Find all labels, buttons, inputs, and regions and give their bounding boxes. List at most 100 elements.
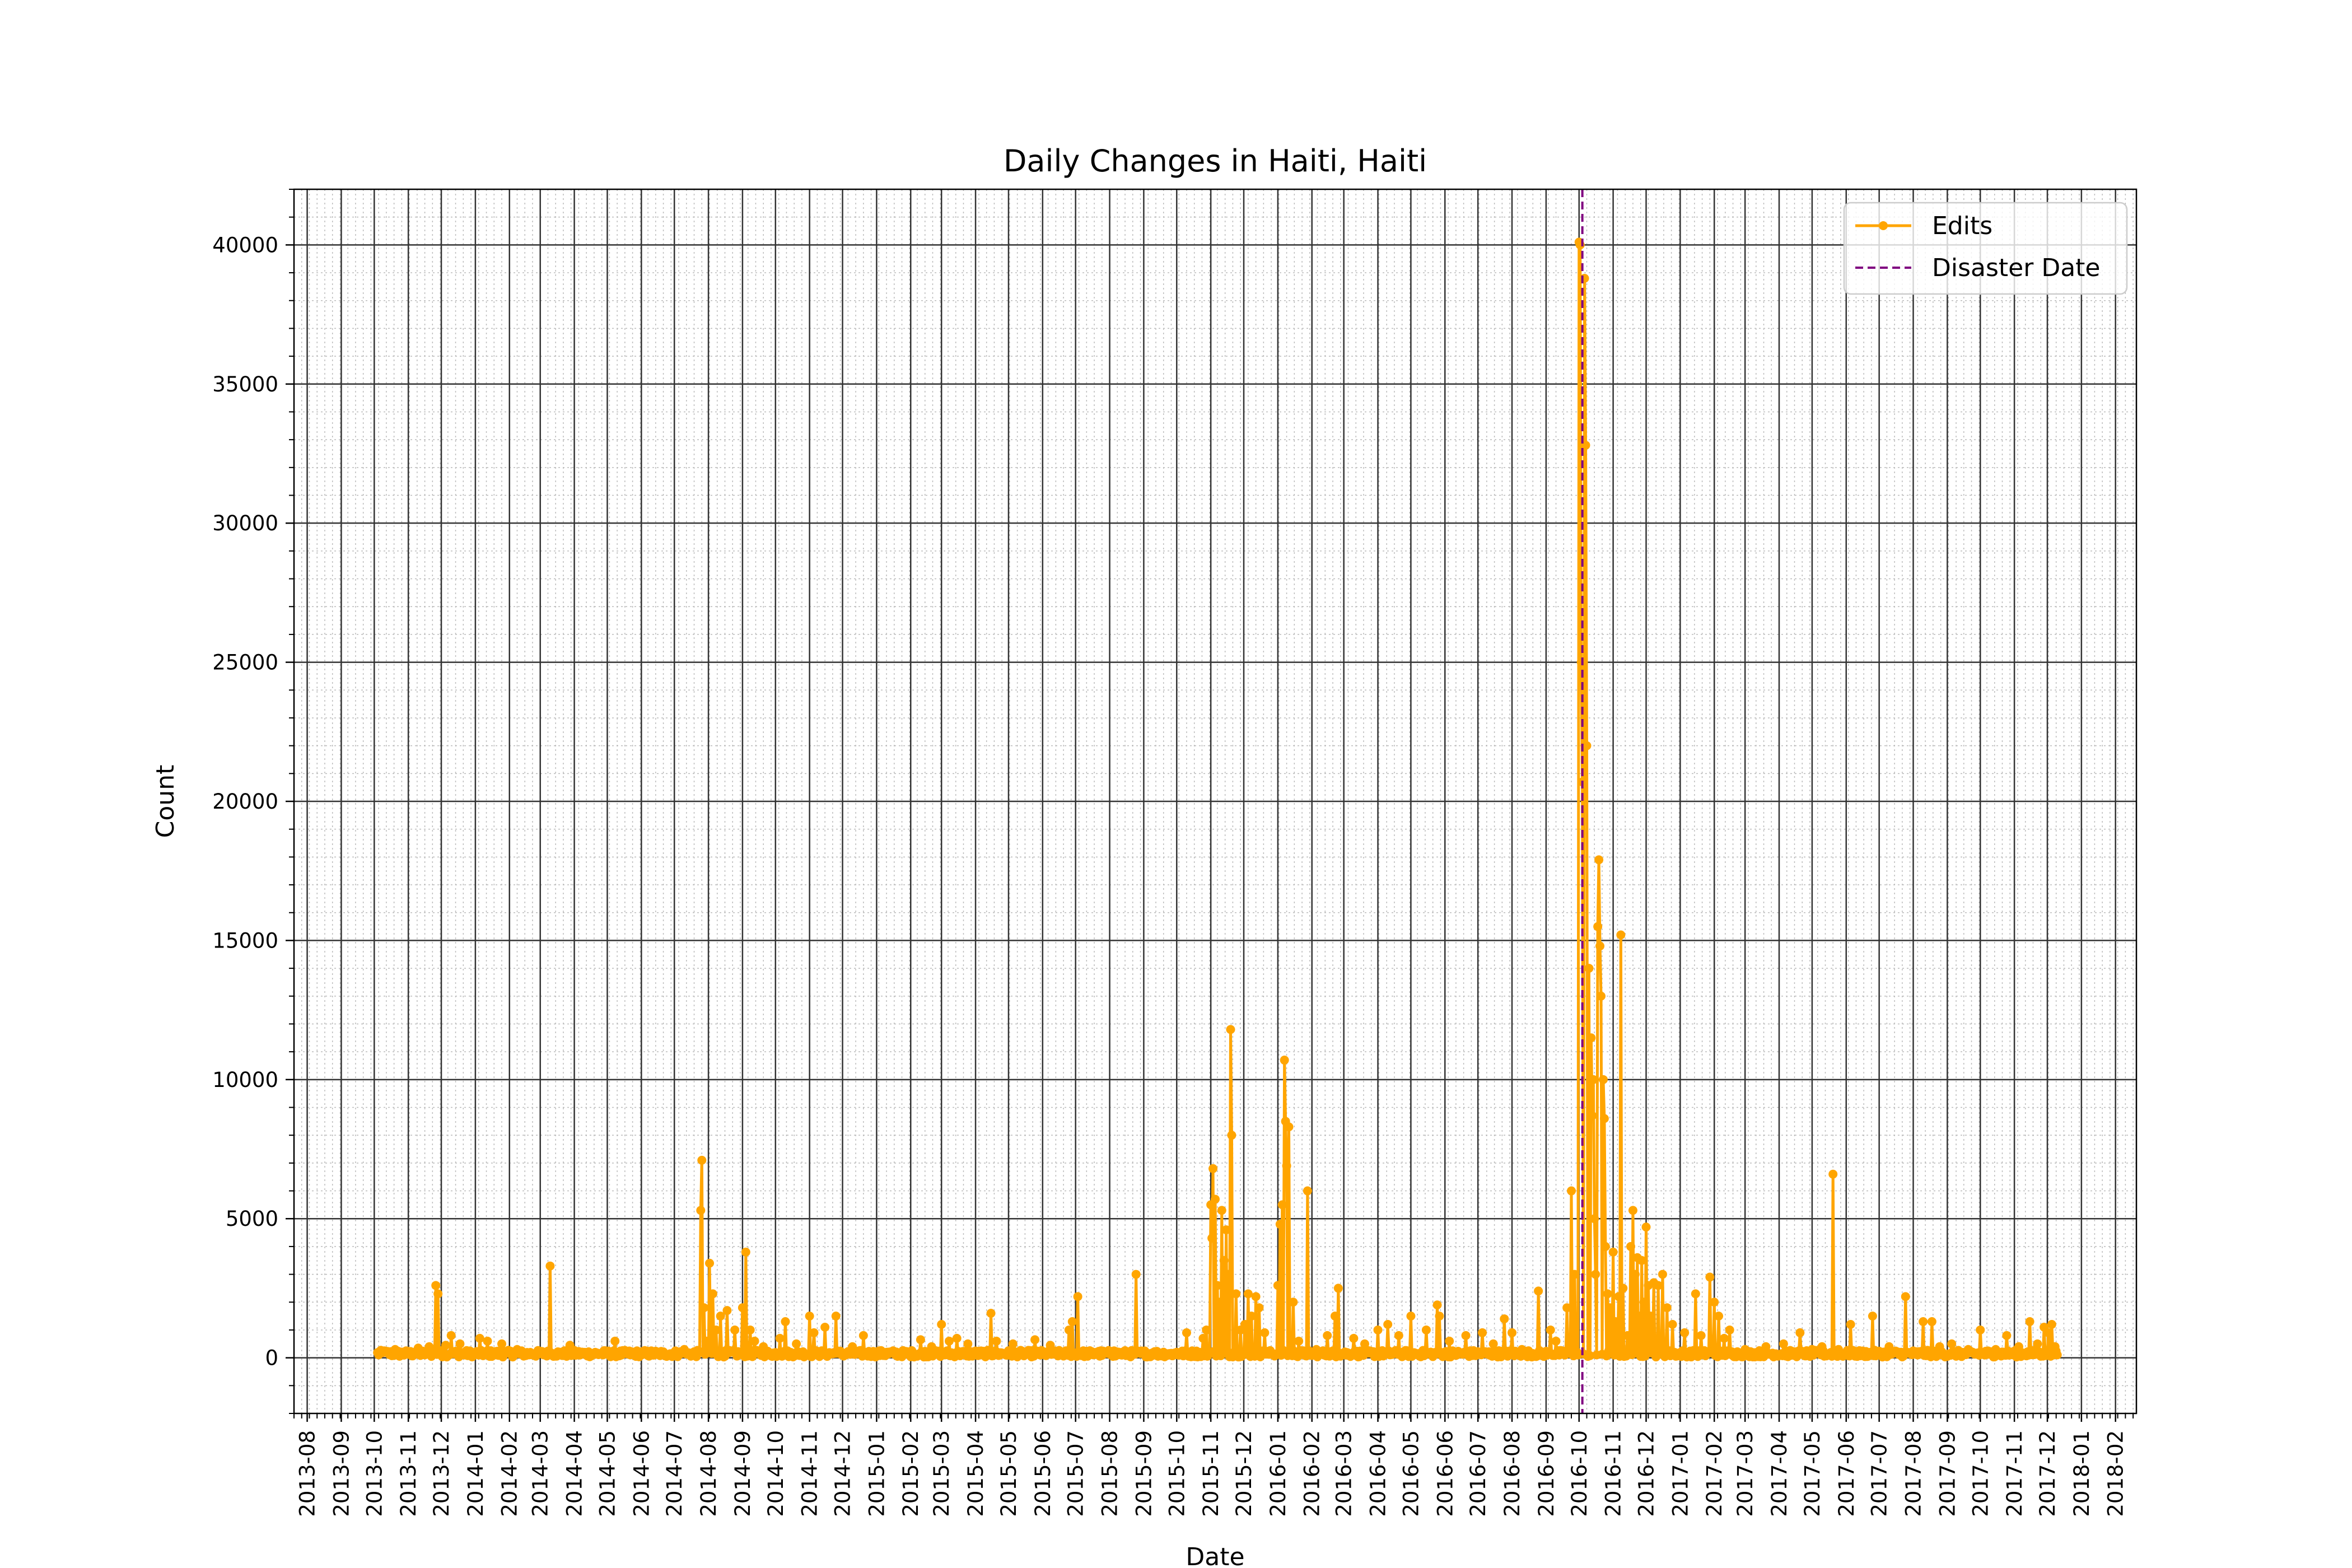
edits-point [2002,1331,2012,1340]
y-tick-label: 30000 [212,511,278,535]
edits-point [1658,1270,1667,1279]
x-tick-label: 2013-11 [396,1430,421,1517]
edits-point [1570,1270,1579,1279]
edits-point [1182,1328,1191,1337]
edits-point [1198,1333,1208,1343]
edits-point [1719,1333,1729,1343]
edits-point [483,1336,492,1346]
x-tick-label: 2017-01 [1668,1430,1692,1517]
x-tick-label: 2015-03 [930,1430,954,1517]
edits-point [1603,1289,1612,1299]
edits-point [1217,1206,1226,1215]
x-tick-label: 2017-06 [1835,1430,1859,1517]
edits-point [1303,1186,1312,1196]
edits-point [1546,1325,1555,1334]
edits-point [696,1206,706,1215]
x-tick-label: 2017-07 [1868,1430,1892,1517]
x-tick-label: 2015-01 [865,1430,889,1517]
x-tick-label: 2017-12 [2036,1430,2060,1517]
x-tick-label: 2018-02 [2104,1430,2128,1517]
x-tick-label: 2014-02 [498,1430,522,1517]
edits-point [1562,1303,1572,1313]
edits-point [1623,1331,1632,1340]
x-tick-label: 2016-02 [1300,1430,1324,1517]
edits-point [1277,1200,1287,1210]
x-tick-label: 2016-07 [1466,1430,1490,1517]
x-tick-label: 2013-10 [362,1430,386,1517]
x-tick-label: 2015-06 [1031,1430,1055,1517]
edits-point [1323,1331,1332,1340]
edits-point [1705,1272,1715,1282]
edits-point [1595,941,1605,951]
x-tick-label: 2017-02 [1702,1430,1726,1517]
edits-point [1294,1336,1304,1346]
edits-point [1626,1242,1636,1251]
edits-point [1646,1312,1655,1321]
edits-point [2025,1317,2034,1327]
grid [293,189,2136,1414]
edits-point [1710,1298,1719,1307]
edits-point [1828,1169,1838,1179]
x-tick-label: 2016-06 [1433,1430,1457,1517]
edits-point [1614,1292,1623,1301]
x-tick-label: 2016-09 [1534,1430,1558,1517]
x-tick-label: 2016-05 [1399,1430,1423,1517]
edits-point [1073,1292,1082,1301]
edits-point [705,1258,715,1268]
edits-point [1273,1281,1282,1290]
x-tick-label: 2017-04 [1767,1430,1791,1517]
edits-point [497,1339,507,1348]
x-tick-label: 2017-11 [2003,1430,2027,1517]
edits-point [455,1339,465,1348]
edits-point [1251,1292,1261,1301]
edits-point [1260,1328,1270,1337]
edits-point [1202,1325,1211,1334]
x-axis-title: Date [1186,1543,1244,1568]
x-tick-label: 2016-08 [1500,1430,1524,1517]
x-tick-label: 2017-05 [1800,1430,1824,1517]
x-tick-label: 2015-08 [1098,1430,1122,1517]
edits-point [1637,1256,1646,1265]
edits-point [781,1317,790,1327]
edits-point [699,1303,709,1313]
edits-point [1947,1339,1957,1348]
x-tick-label: 2014-06 [629,1430,654,1517]
edits-point [1284,1122,1294,1132]
y-tick-label: 0 [265,1346,278,1370]
x-tick-label: 2013-12 [430,1430,454,1517]
edits-point [446,1331,456,1340]
edits-point [820,1322,830,1332]
edits-point [1247,1312,1256,1321]
edits-point [1696,1331,1706,1340]
edits-point [1478,1328,1487,1337]
edits-point [1461,1331,1471,1340]
edits-point [1598,1075,1608,1084]
edits-point [1582,741,1592,750]
edits-point [1008,1339,1018,1348]
edits-point [1551,1336,1561,1346]
chart-title: Daily Changes in Haiti, Haiti [1004,143,1427,179]
edits-point [2043,1328,2053,1337]
edits-point [1406,1312,1416,1321]
edits-point [1618,1284,1628,1293]
edits-point [1488,1339,1498,1348]
x-tick-label: 2014-05 [595,1430,619,1517]
edits-point [1445,1336,1454,1346]
edits-point [809,1328,819,1337]
edits-point [1639,1298,1649,1307]
edits-point [1868,1312,1877,1321]
edits-point [1207,1234,1217,1243]
edits-point [1976,1325,1985,1334]
x-tick-label: 2013-09 [329,1430,353,1517]
edits-point [1584,964,1594,973]
edits-point [431,1281,441,1290]
edits-point [1641,1222,1651,1232]
edits-point [1240,1320,1249,1329]
edits-point [792,1339,801,1348]
edits-point [1779,1339,1788,1348]
edits-point [1219,1256,1229,1265]
edits-point [986,1309,996,1318]
x-tick-label: 2017-09 [1935,1430,1959,1517]
edits-point [1600,1242,1610,1251]
